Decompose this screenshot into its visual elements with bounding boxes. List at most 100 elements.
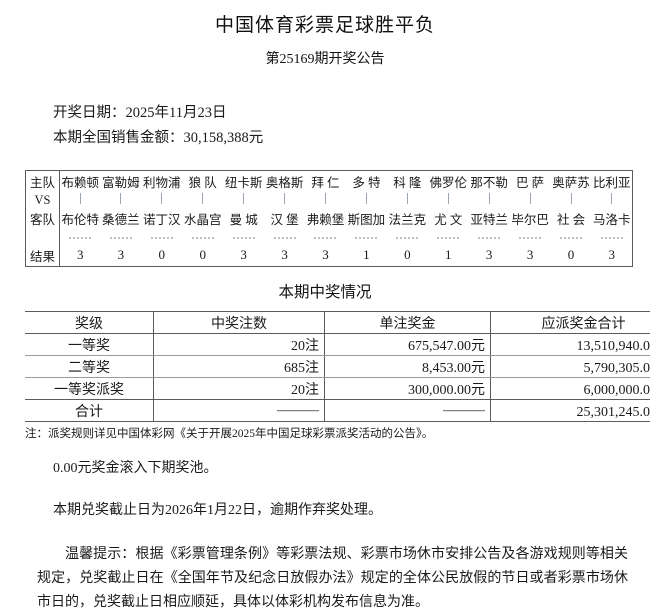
dash-cell [428, 229, 469, 244]
dash-separator-row [26, 229, 633, 244]
match-result-cell: 0 [141, 244, 182, 267]
match-result-cell: 3 [223, 244, 264, 267]
dashed-line-icon [192, 237, 214, 240]
table-header-row: 奖级 中奖注数 单注奖金 应派奖金合计 [25, 312, 650, 334]
dashed-line-icon [233, 237, 255, 240]
dash-cell [387, 229, 428, 244]
home-team-cell: 利物浦 [141, 171, 182, 193]
page-subtitle: 第25169期开奖公告 [0, 37, 650, 68]
total-prize-cell: 5,790,305.00元 [491, 356, 650, 378]
vs-separator-cell [551, 192, 592, 208]
home-team-cell: 佛罗伦 [428, 171, 469, 193]
vs-bar-icon [489, 193, 490, 204]
vs-bar-icon [530, 193, 531, 204]
home-team-cell: 科 隆 [387, 171, 428, 193]
vs-separator-cell [387, 192, 428, 208]
vs-bar-icon [325, 193, 326, 204]
row-label-spacer [26, 229, 60, 244]
dashed-line-icon [437, 237, 459, 240]
match-result-cell: 1 [346, 244, 387, 267]
vs-separator-cell [182, 192, 223, 208]
dashed-line-icon [151, 237, 173, 240]
match-result-cell: 3 [510, 244, 551, 267]
prize-tier-cell: 二等奖 [25, 356, 154, 378]
match-result-cell: 3 [305, 244, 346, 267]
winning-bets-cell: 20注 [154, 378, 325, 400]
away-team-cell: 水晶宫 [182, 208, 223, 229]
dash-cell [469, 229, 510, 244]
dashed-line-icon [478, 237, 500, 240]
dash-cell [305, 229, 346, 244]
table-row: 合计——————25,301,245.00元 [25, 400, 650, 422]
total-prize-cell: 13,510,940.00元 [491, 334, 650, 356]
vs-bar-icon [80, 193, 81, 204]
rollover-line: 0.00元奖金滚入下期奖池。 [0, 442, 650, 480]
dashed-line-icon [355, 237, 377, 240]
dash-cell [346, 229, 387, 244]
home-team-cell: 奥萨苏 [551, 171, 592, 193]
vs-row: VS [26, 192, 633, 208]
vs-bar-icon [571, 193, 572, 204]
winning-bets-cell: 20注 [154, 334, 325, 356]
match-result-cell: 3 [469, 244, 510, 267]
prize-tier-cell: 一等奖派奖 [25, 378, 154, 400]
dash-cell [182, 229, 223, 244]
home-team-cell: 富勒姆 [100, 171, 141, 193]
away-team-cell: 亚特兰 [469, 208, 510, 229]
total-prize-cell: 25,301,245.00元 [491, 400, 650, 422]
dashed-line-icon [396, 237, 418, 240]
prize-tier-cell: 合计 [25, 400, 154, 422]
home-team-cell: 比利亚 [591, 171, 632, 193]
vs-separator-cell [591, 192, 632, 208]
column-header-bets: 中奖注数 [154, 312, 325, 334]
row-label-away: 客队 [26, 208, 60, 229]
home-team-cell: 巴 萨 [510, 171, 551, 193]
match-results-table: 主队布赖顿富勒姆利物浦狼 队纽卡斯奥格斯拜 仁多 特科 隆佛罗伦那不勒巴 萨奥萨… [25, 170, 633, 267]
vs-bar-icon [243, 193, 244, 204]
home-row: 主队布赖顿富勒姆利物浦狼 队纽卡斯奥格斯拜 仁多 特科 隆佛罗伦那不勒巴 萨奥萨… [26, 171, 633, 193]
winning-bets-cell: ——— [154, 400, 325, 422]
vs-bar-icon [448, 193, 449, 204]
payout-rule-note: 注：派奖规则详见中国体彩网《关于开展2025年中国足球彩票派奖活动的公告》。 [0, 422, 650, 442]
match-result-cell: 0 [551, 244, 592, 267]
away-team-cell: 桑德兰 [100, 208, 141, 229]
vs-bar-icon [407, 193, 408, 204]
row-label-vs: VS [26, 192, 60, 208]
summary-block: 开奖日期：2025年11月23日 本期全国销售金额：30,158,388元 [0, 101, 650, 151]
column-header-per-bet: 单注奖金 [325, 312, 491, 334]
dash-cell [551, 229, 592, 244]
dash-cell [100, 229, 141, 244]
match-result-cell: 3 [60, 244, 101, 267]
home-team-cell: 多 特 [346, 171, 387, 193]
home-team-cell: 布赖顿 [60, 171, 101, 193]
away-team-cell: 法兰克 [387, 208, 428, 229]
home-team-cell: 奥格斯 [264, 171, 305, 193]
away-team-cell: 布伦特 [60, 208, 101, 229]
dashed-line-icon [519, 237, 541, 240]
vs-bar-icon [161, 193, 162, 204]
away-team-cell: 诺丁汉 [141, 208, 182, 229]
vs-bar-icon [611, 193, 612, 204]
home-team-cell: 拜 仁 [305, 171, 346, 193]
dash-cell [141, 229, 182, 244]
dashed-line-icon [314, 237, 336, 240]
away-team-cell: 弗赖堡 [305, 208, 346, 229]
column-header-tier: 奖级 [25, 312, 154, 334]
match-result-cell: 0 [387, 244, 428, 267]
vs-separator-cell [305, 192, 346, 208]
vs-separator-cell [428, 192, 469, 208]
match-result-cell: 3 [264, 244, 305, 267]
home-team-cell: 纽卡斯 [223, 171, 264, 193]
dash-cell [223, 229, 264, 244]
home-team-cell: 狼 队 [182, 171, 223, 193]
dashed-line-icon [274, 237, 296, 240]
away-team-cell: 毕尔巴 [510, 208, 551, 229]
dash-cell [591, 229, 632, 244]
away-team-cell: 曼 城 [223, 208, 264, 229]
away-team-cell: 尤 文 [428, 208, 469, 229]
prize-tier-cell: 一等奖 [25, 334, 154, 356]
